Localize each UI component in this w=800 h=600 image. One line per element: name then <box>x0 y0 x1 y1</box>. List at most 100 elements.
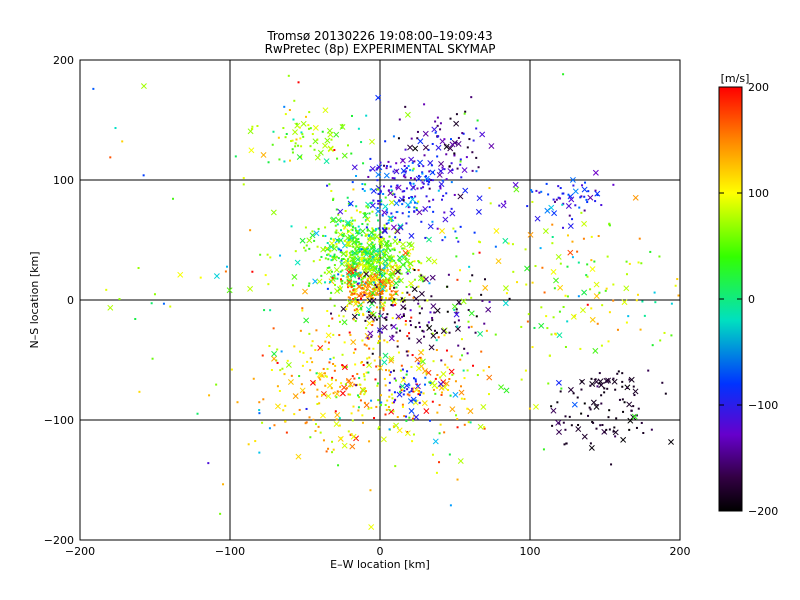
data-point <box>534 265 537 268</box>
data-point <box>434 377 437 380</box>
data-point <box>291 148 294 151</box>
x-tick-label: −100 <box>215 545 245 558</box>
data-point <box>562 305 565 308</box>
data-point <box>457 319 460 322</box>
data-point <box>353 262 356 265</box>
data-point <box>258 401 261 404</box>
data-point-cross <box>404 111 411 118</box>
data-point-cross <box>271 355 277 362</box>
data-point <box>377 427 380 430</box>
data-point-cross <box>322 107 329 114</box>
data-point <box>390 303 393 306</box>
data-point <box>361 339 364 342</box>
data-point <box>318 258 321 261</box>
data-point <box>242 183 245 186</box>
data-point <box>635 426 638 429</box>
data-point <box>635 299 638 302</box>
data-point <box>453 321 456 324</box>
data-point <box>571 240 574 243</box>
data-point <box>298 408 301 411</box>
data-point <box>438 404 441 407</box>
data-point <box>587 190 590 193</box>
data-point <box>455 414 458 417</box>
data-point <box>364 319 367 322</box>
colorbar-label: [m/s] <box>721 72 750 85</box>
data-point <box>439 122 442 125</box>
data-point <box>350 300 353 303</box>
data-point <box>403 299 406 302</box>
data-point-cross <box>412 145 419 152</box>
data-point <box>413 377 416 380</box>
data-point-cross <box>449 141 456 148</box>
data-point <box>383 270 386 273</box>
data-point-cross <box>334 288 341 294</box>
data-point-cross <box>361 247 368 254</box>
data-point <box>291 284 294 287</box>
data-point <box>363 393 366 396</box>
data-point-cross <box>571 401 578 408</box>
data-point <box>420 220 423 223</box>
data-point <box>612 377 615 380</box>
data-point <box>379 283 382 286</box>
data-point <box>379 199 382 202</box>
data-point <box>547 193 550 196</box>
data-point <box>577 423 580 426</box>
data-point <box>378 339 381 342</box>
data-point <box>407 269 410 272</box>
data-point-cross <box>631 413 638 420</box>
data-point <box>406 370 409 373</box>
data-point <box>431 453 434 456</box>
data-point <box>342 274 345 277</box>
data-point <box>436 116 439 119</box>
data-point <box>366 206 369 209</box>
data-point <box>404 105 407 108</box>
data-point <box>346 196 349 199</box>
data-point-cross <box>382 228 388 235</box>
data-point <box>483 322 486 325</box>
data-point <box>304 249 307 252</box>
data-point <box>339 251 342 254</box>
data-point <box>385 265 388 268</box>
data-point <box>421 280 424 283</box>
data-point <box>468 265 471 268</box>
data-point <box>580 412 583 415</box>
data-point-cross <box>588 444 595 451</box>
data-point <box>625 321 628 324</box>
data-point <box>374 283 377 286</box>
data-point-cross <box>346 228 353 235</box>
data-point <box>365 261 368 264</box>
data-point <box>386 258 389 261</box>
data-point <box>555 333 558 336</box>
data-point <box>406 354 409 357</box>
data-point-cross <box>358 261 365 268</box>
data-point-cross <box>593 281 600 288</box>
data-point <box>550 333 553 336</box>
data-point <box>374 252 377 255</box>
data-point <box>568 214 571 217</box>
data-point-cross <box>581 220 588 227</box>
data-point <box>398 199 401 202</box>
data-point <box>408 332 411 335</box>
data-point <box>516 281 519 284</box>
data-point-cross <box>503 387 510 394</box>
data-point <box>389 285 392 288</box>
data-point <box>605 428 608 431</box>
data-point <box>364 234 367 237</box>
data-point <box>531 281 534 284</box>
data-point <box>338 334 341 337</box>
data-point-cross <box>612 429 619 436</box>
data-point <box>364 282 367 285</box>
data-point <box>381 285 384 288</box>
data-point <box>338 248 341 251</box>
data-point <box>263 309 266 312</box>
data-point-cross <box>329 276 336 282</box>
data-point <box>628 428 631 431</box>
data-point <box>376 384 379 387</box>
data-point-cross <box>312 124 319 131</box>
data-point <box>468 138 471 141</box>
data-point <box>347 275 350 278</box>
data-point <box>333 304 336 307</box>
data-point <box>418 165 421 168</box>
data-point <box>366 361 369 364</box>
data-point <box>402 393 405 396</box>
